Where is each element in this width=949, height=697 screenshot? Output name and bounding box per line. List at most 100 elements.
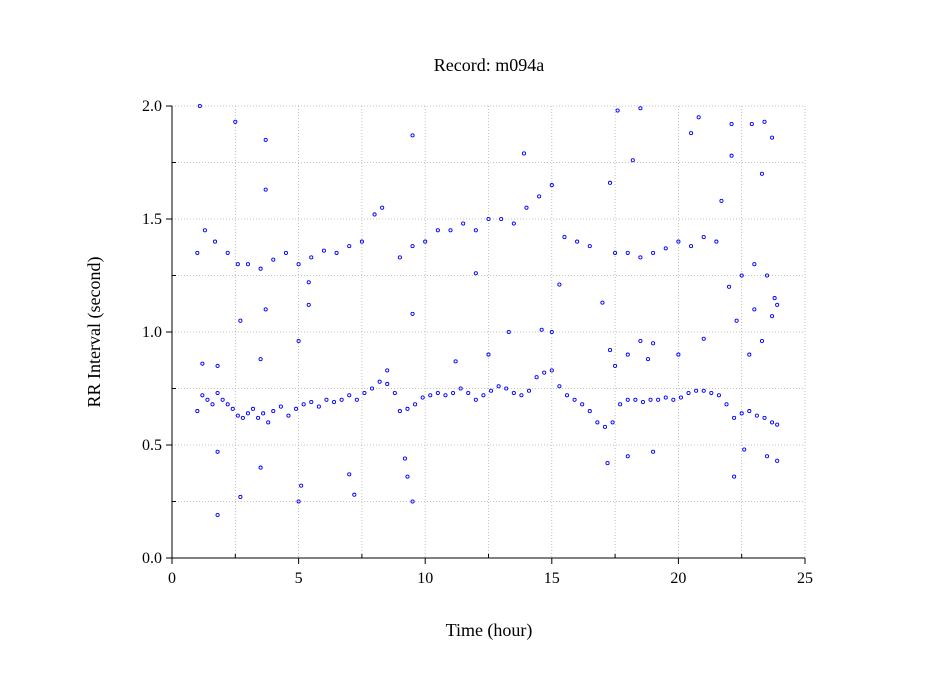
- data-point: [759, 338, 765, 344]
- data-point: [215, 363, 220, 368]
- data-point: [696, 115, 701, 120]
- data-point: [775, 458, 780, 463]
- data-point: [709, 390, 714, 396]
- data-point: [607, 348, 613, 353]
- x-tick-label: 15: [544, 570, 560, 587]
- data-point: [466, 390, 471, 396]
- data-point: [772, 296, 777, 301]
- data-point: [534, 375, 539, 380]
- data-point: [258, 465, 263, 470]
- data-point: [286, 413, 291, 418]
- data-point: [202, 228, 207, 233]
- data-point: [648, 397, 653, 402]
- y-tick-label: 0.0: [142, 550, 162, 567]
- data-point: [230, 406, 235, 411]
- data-point: [752, 307, 757, 312]
- data-point: [739, 411, 744, 416]
- data-point: [347, 393, 352, 398]
- data-point: [716, 393, 721, 398]
- data-point: [410, 133, 415, 138]
- data-point: [689, 131, 694, 136]
- data-point: [638, 338, 643, 344]
- data-point: [443, 393, 448, 398]
- data-point: [754, 413, 759, 418]
- data-point: [511, 221, 516, 226]
- x-tick-label: 25: [797, 570, 813, 587]
- data-point: [678, 395, 683, 400]
- data-point: [562, 235, 567, 240]
- data-point: [764, 273, 770, 278]
- data-point: [775, 302, 780, 307]
- data-point: [580, 402, 585, 407]
- data-point: [405, 474, 410, 479]
- data-point: [410, 499, 415, 504]
- data-point: [613, 363, 618, 368]
- data-point: [486, 216, 491, 222]
- data-point: [215, 390, 220, 396]
- data-point: [205, 397, 210, 402]
- data-point: [651, 449, 656, 454]
- data-point: [676, 352, 681, 357]
- data-point: [549, 329, 554, 335]
- data-point: [271, 409, 276, 414]
- data-point: [557, 282, 562, 287]
- data-point: [200, 393, 205, 398]
- data-point: [732, 415, 737, 420]
- data-point: [762, 119, 767, 124]
- data-point: [235, 262, 240, 267]
- data-point: [587, 244, 592, 249]
- data-point: [724, 402, 729, 407]
- data-point: [689, 244, 694, 249]
- data-point: [220, 397, 225, 402]
- data-point: [271, 257, 276, 262]
- data-point: [397, 255, 402, 260]
- data-points: [195, 103, 780, 518]
- data-point: [250, 406, 256, 411]
- data-point: [519, 393, 524, 398]
- data-point: [638, 255, 643, 260]
- data-point: [749, 122, 754, 127]
- data-point: [752, 262, 757, 267]
- data-point: [539, 327, 544, 332]
- data-point: [352, 492, 357, 497]
- data-point: [625, 397, 630, 402]
- data-point: [385, 381, 390, 387]
- data-point: [410, 311, 415, 316]
- data-point: [261, 411, 266, 416]
- data-point: [296, 499, 301, 504]
- data-point: [339, 397, 344, 402]
- data-point: [557, 384, 562, 389]
- data-point: [309, 400, 314, 405]
- data-point: [537, 194, 542, 199]
- data-point: [499, 216, 504, 222]
- data-point: [734, 318, 739, 323]
- x-tick-label: 10: [417, 570, 433, 587]
- data-point: [195, 250, 200, 255]
- data-point: [256, 415, 261, 420]
- data-point: [266, 420, 271, 425]
- data-point: [258, 266, 263, 271]
- data-point: [473, 271, 478, 276]
- data-point: [347, 244, 352, 249]
- data-point: [572, 397, 577, 402]
- data-point: [618, 402, 623, 407]
- data-point: [296, 338, 301, 344]
- data-point: [504, 386, 509, 391]
- data-point: [225, 402, 230, 407]
- data-point: [392, 390, 397, 396]
- data-point: [633, 397, 638, 402]
- data-point: [263, 187, 268, 192]
- data-point: [600, 300, 605, 305]
- data-point: [420, 395, 425, 400]
- data-point: [347, 472, 352, 477]
- data-point: [542, 370, 547, 375]
- data-point: [294, 406, 299, 411]
- x-tick-label: 20: [670, 570, 686, 587]
- data-point: [625, 250, 630, 255]
- data-point: [575, 239, 580, 244]
- x-tick-label: 0: [168, 570, 176, 587]
- data-point: [377, 379, 382, 384]
- data-point: [238, 494, 243, 500]
- y-tick-label: 1.0: [142, 324, 162, 341]
